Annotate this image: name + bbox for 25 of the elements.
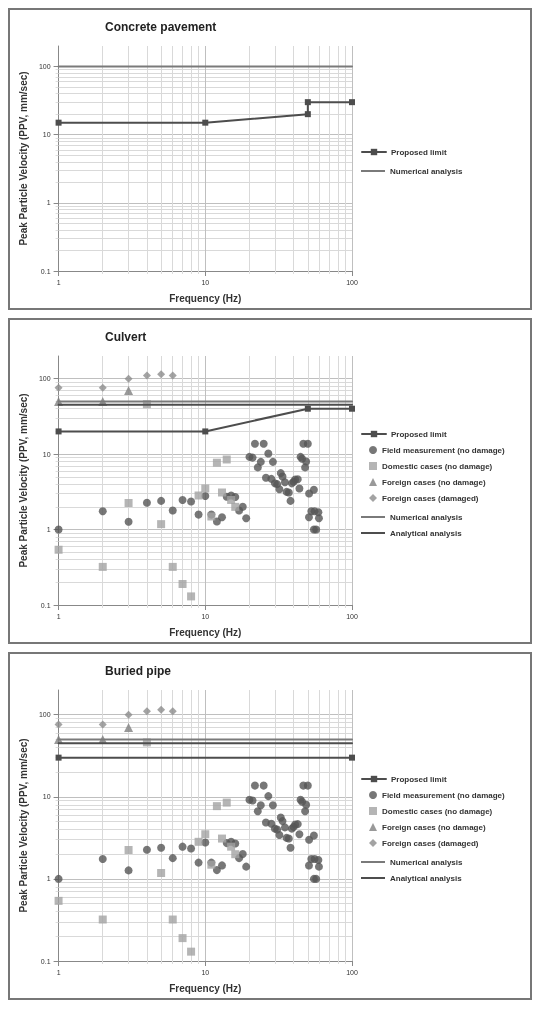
legend-label: Domestic cases (no damage)	[382, 806, 493, 816]
legend-label: Analytical analysis	[390, 528, 463, 538]
legend-label: Proposed limit	[391, 147, 447, 157]
legend-label: Proposed limit	[391, 429, 447, 439]
chart-title: Culvert	[105, 330, 147, 344]
legend-label: Numerical analysis	[390, 166, 464, 176]
legend-label: Field measurement (no damage)	[382, 445, 506, 455]
chart-title: Buried pipe	[105, 664, 172, 678]
legend-label: Domestic cases (no damage)	[382, 461, 493, 471]
y-axis-title: Peak Particle Velocity (PPV, mm/sec)	[17, 738, 29, 913]
legend-label: Analytical analysis	[390, 873, 463, 883]
legend-label: Foreign cases (damaged)	[382, 493, 479, 503]
x-axis-title: Frequency (Hz)	[169, 292, 242, 304]
legend-label: Field measurement (no damage)	[382, 790, 506, 800]
legend-label: Foreign cases (no damage)	[382, 822, 486, 832]
y-axis-title: Peak Particle Velocity (PPV, mm/sec)	[17, 71, 29, 246]
legend-label: Numerical analysis	[390, 857, 464, 867]
legend-label: Foreign cases (no damage)	[382, 477, 486, 487]
legend-label: Foreign cases (damaged)	[382, 838, 479, 848]
y-axis-title: Peak Particle Velocity (PPV, mm/sec)	[17, 393, 29, 568]
legend-label: Proposed limit	[391, 774, 447, 784]
x-axis-title: Frequency (Hz)	[169, 626, 242, 638]
legend-label: Numerical analysis	[390, 512, 464, 522]
x-axis-title: Frequency (Hz)	[169, 982, 242, 994]
chart-title: Concrete pavement	[105, 20, 217, 34]
